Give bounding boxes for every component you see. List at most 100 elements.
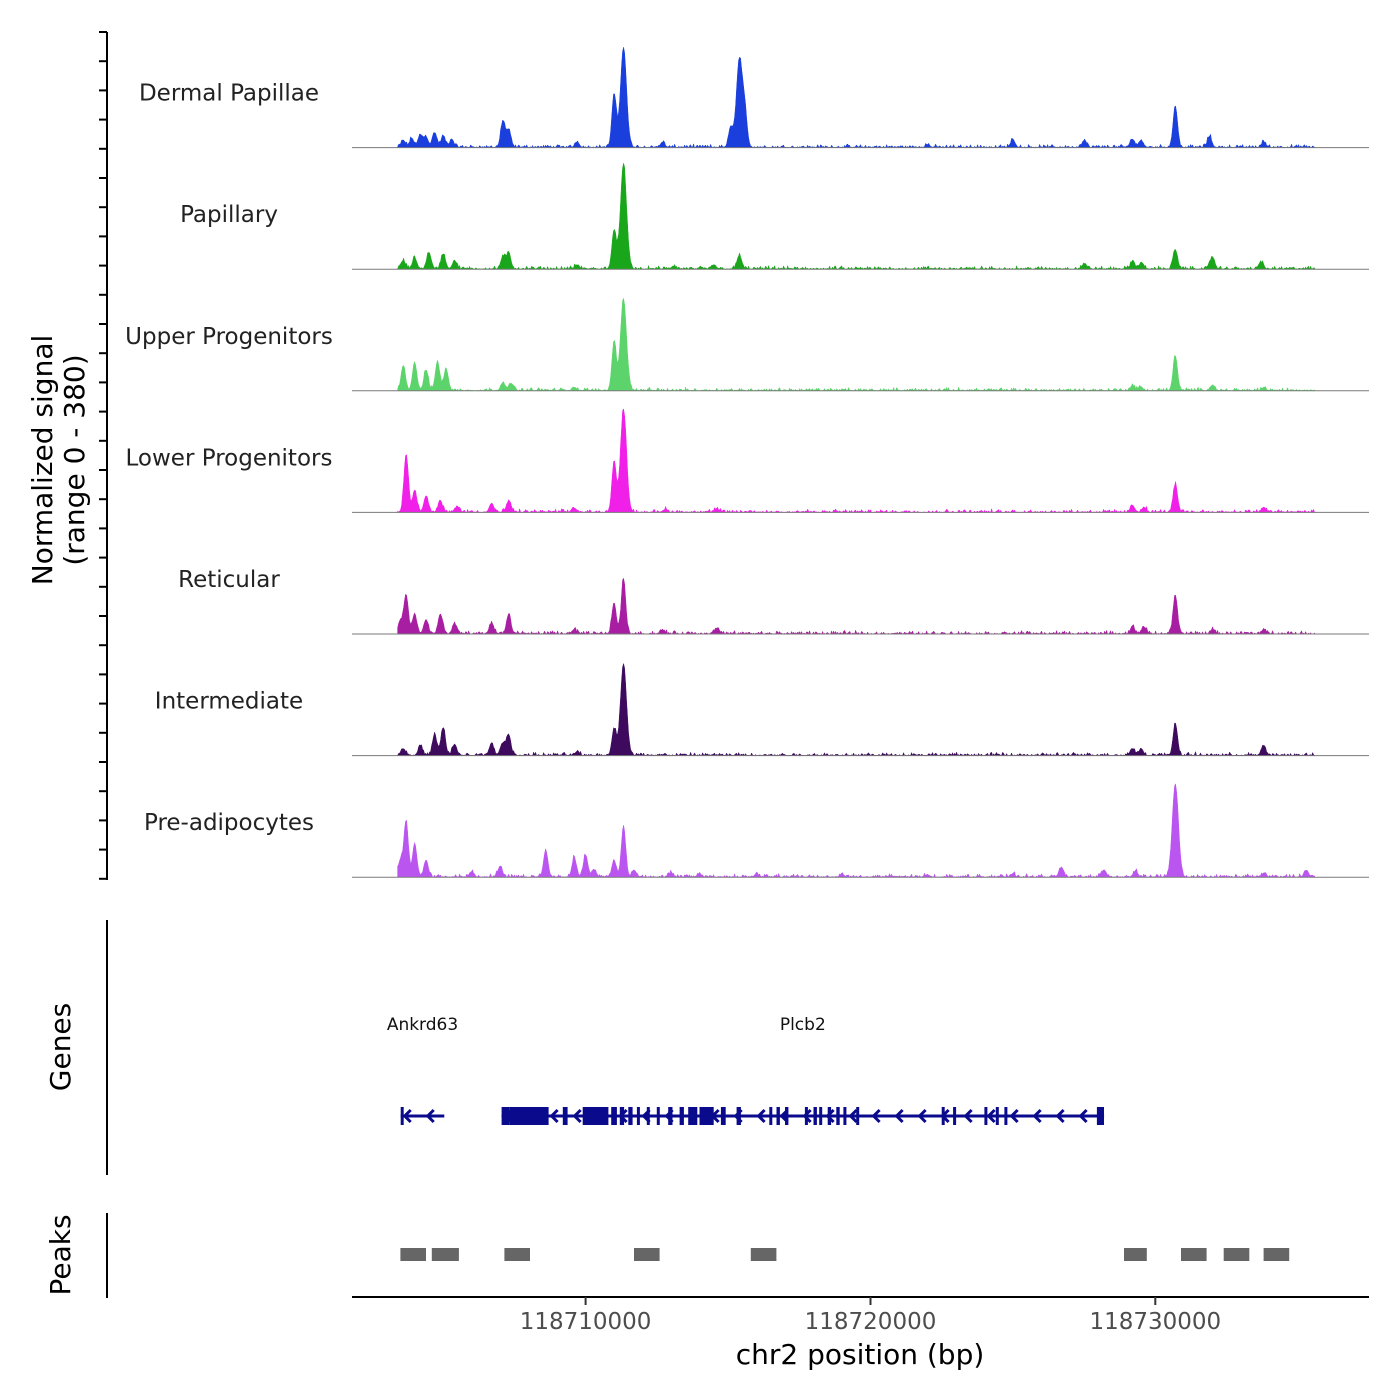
peaks-panel-label: Peaks (44, 1214, 77, 1295)
track-label: Upper Progenitors (125, 324, 333, 350)
strand-arrow (986, 1108, 996, 1124)
track-label: Papillary (180, 202, 278, 228)
y-axis-label-line1: Normalized signal (26, 335, 59, 586)
gene-ankrd63: Ankrd63 (387, 1015, 458, 1125)
exon (776, 1107, 780, 1125)
exon (720, 1107, 726, 1125)
peak-region (504, 1248, 530, 1261)
peak-region (431, 1248, 459, 1261)
track-label: Dermal Papillae (139, 81, 319, 107)
peak-region (1124, 1248, 1147, 1261)
exon (953, 1107, 957, 1125)
exon (699, 1107, 714, 1125)
exon (827, 1107, 832, 1125)
coverage-area (397, 47, 1316, 149)
exon (785, 1107, 789, 1125)
strand-arrow (894, 1108, 904, 1124)
gene-label: Plcb2 (780, 1015, 826, 1035)
x-tick-label: 118720000 (805, 1309, 937, 1335)
exon (1004, 1107, 1008, 1125)
track-dermal-papillae: Dermal Papillae (139, 47, 1369, 149)
exon (941, 1107, 945, 1125)
gene-models: Ankrd63 Plcb2 (387, 1015, 1105, 1125)
exon (619, 1107, 625, 1125)
exon (813, 1107, 817, 1125)
track-upper-progenitors: Upper Progenitors (125, 297, 1369, 392)
genes-panel-label: Genes (44, 1003, 77, 1091)
exon (1096, 1107, 1104, 1125)
strand-arrow (572, 1108, 582, 1124)
exon (736, 1107, 741, 1125)
exon (582, 1107, 593, 1125)
exon (679, 1107, 684, 1125)
track-intermediate: Intermediate (155, 662, 1369, 757)
track-label: Intermediate (155, 689, 303, 715)
track-reticular: Reticular (178, 567, 1369, 635)
exon (804, 1107, 808, 1125)
gene-plcb2: Plcb2 (501, 1015, 1105, 1125)
exon (400, 1107, 404, 1125)
gene-label: Ankrd63 (387, 1015, 458, 1035)
exon (501, 1107, 510, 1125)
strand-arrow (1078, 1108, 1088, 1124)
peak-region (1223, 1248, 1250, 1261)
exon (819, 1107, 823, 1125)
x-axis: 118710000 118720000 118730000 chr2 positio… (352, 1296, 1369, 1371)
peak-region (1263, 1248, 1290, 1261)
x-axis-ticks: 118710000 118720000 118730000 (520, 1297, 1221, 1335)
exon (656, 1107, 660, 1125)
peak-region (750, 1248, 777, 1261)
exon (611, 1107, 617, 1125)
strand-arrow (425, 1108, 435, 1124)
peak-region (634, 1248, 660, 1261)
track-pre-adipocytes: Pre-adipocytes (144, 783, 1369, 878)
track-lower-progenitors: Lower Progenitors (126, 408, 1369, 513)
coverage-area (397, 783, 1316, 878)
exon (562, 1107, 568, 1125)
strand-arrow (871, 1108, 881, 1124)
coverage-area (397, 408, 1315, 513)
peaks-panel: Peaks (44, 1213, 1290, 1298)
strand-arrow (825, 1108, 835, 1124)
exon (843, 1107, 847, 1125)
exon (668, 1107, 673, 1125)
strand-arrow (1009, 1108, 1019, 1124)
exon (593, 1107, 609, 1125)
exon (836, 1107, 840, 1125)
exon (688, 1107, 698, 1125)
x-tick-label: 118710000 (520, 1309, 652, 1335)
track-label: Lower Progenitors (126, 445, 333, 471)
strand-arrow (402, 1108, 412, 1124)
x-axis-label: chr2 position (bp) (736, 1338, 985, 1371)
strand-arrow (756, 1108, 766, 1124)
strand-arrow (963, 1108, 973, 1124)
exon (509, 1107, 549, 1125)
peak-region (1181, 1248, 1207, 1261)
exon (769, 1107, 773, 1125)
peak-region (400, 1248, 426, 1261)
track-label: Pre-adipocytes (144, 810, 314, 836)
coverage-tracks: Dermal Papillae Papillary Upper Progenitor… (125, 47, 1369, 878)
exon (646, 1107, 650, 1125)
coverage-area (397, 577, 1316, 635)
strand-arrow (549, 1108, 559, 1124)
exon (856, 1107, 860, 1125)
strand-arrow (848, 1108, 858, 1124)
x-tick-label: 118730000 (1089, 1309, 1221, 1335)
y-axis-label-line2: (range 0 - 380) (58, 354, 91, 565)
peak-regions (400, 1248, 1290, 1261)
strand-arrow (1032, 1108, 1042, 1124)
genes-panel: Genes Ankrd63 Plcb2 (44, 920, 1105, 1175)
exon (636, 1107, 640, 1125)
track-label: Reticular (178, 567, 280, 593)
strand-arrow (802, 1108, 812, 1124)
coverage-y-ticks (99, 31, 107, 880)
coverage-area (397, 662, 1315, 757)
coverage-y-axis: Normalized signal (range 0 - 380) (26, 31, 108, 880)
exon (984, 1107, 988, 1125)
exon (995, 1107, 999, 1125)
coverage-area (397, 163, 1316, 270)
strand-arrow (1055, 1108, 1065, 1124)
strand-arrow (917, 1108, 927, 1124)
